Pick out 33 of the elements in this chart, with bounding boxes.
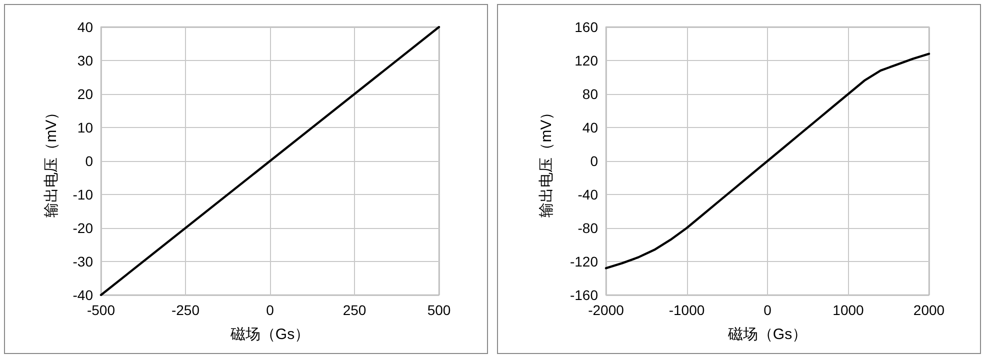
x-tick-label: -250 <box>171 302 200 318</box>
y-tick-label: 0 <box>590 153 598 169</box>
y-tick-label: 160 <box>574 19 598 35</box>
y-tick-label: -120 <box>570 254 598 270</box>
x-axis-title: 磁场（Gs） <box>229 326 310 343</box>
x-axis-title: 磁场（Gs） <box>726 326 808 343</box>
x-tick-label: -500 <box>86 302 116 318</box>
y-tick-label: 80 <box>582 86 598 102</box>
y-tick-label: -80 <box>578 220 598 236</box>
y-tick-label: -40 <box>72 287 94 303</box>
y-tick-label: 40 <box>77 19 94 35</box>
x-tick-label: 1000 <box>832 302 864 318</box>
y-tick-label: 10 <box>77 120 94 136</box>
line-series <box>604 52 930 270</box>
x-tick-label: 2000 <box>913 302 945 318</box>
x-tick-label: -1000 <box>668 302 705 318</box>
x-tick-label: 250 <box>342 302 366 318</box>
y-tick-label: -30 <box>72 254 94 270</box>
y-tick-label: 0 <box>85 153 94 169</box>
y-axis-title: 输出电压（mV） <box>538 104 555 218</box>
y-tick-label: -20 <box>72 220 94 236</box>
y-tick-label: 120 <box>574 52 598 68</box>
x-tick-label: 500 <box>427 302 451 318</box>
x-tick-label: 0 <box>266 302 274 318</box>
y-tick-label: -160 <box>570 287 598 303</box>
x-tick-label: -2000 <box>588 302 624 318</box>
x-tick-label: 0 <box>764 302 772 318</box>
y-axis-title: 输出电压（mV） <box>43 104 60 218</box>
y-tick-label: 20 <box>77 86 94 102</box>
y-tick-label: 40 <box>582 120 598 136</box>
y-tick-label: -10 <box>72 186 94 202</box>
y-tick-label: 30 <box>77 52 94 68</box>
y-tick-label: -40 <box>578 186 598 202</box>
